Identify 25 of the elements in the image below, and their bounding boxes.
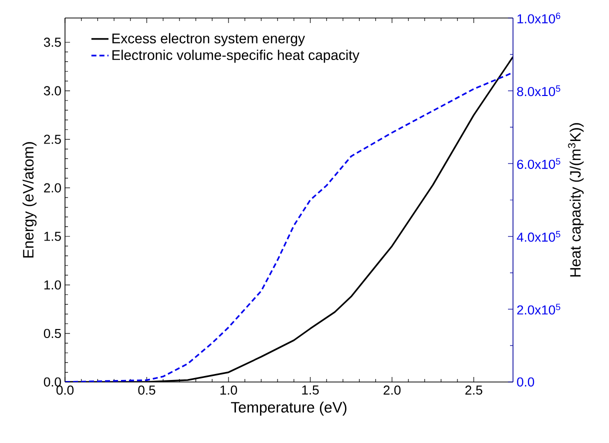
y-tick-label: 3.0 bbox=[44, 86, 61, 96]
y-tick-label: 2.0 bbox=[44, 183, 61, 192]
y-tick-label: 3.5 bbox=[44, 38, 61, 47]
y-tick-label: 0.5 bbox=[44, 328, 61, 338]
x-tick-label: 1.0 bbox=[220, 386, 238, 395]
y2-tick-label: 6.0x10$^{5}$ bbox=[517, 158, 560, 169]
y2-tick-label: 2.0x10$^{5}$ bbox=[517, 304, 560, 315]
y2-tick-label: 4.0x10$^{5}$ bbox=[516, 231, 560, 242]
y-tick-label: 1.5 bbox=[44, 232, 61, 241]
y-tick-label: 2.5 bbox=[44, 134, 61, 144]
x-tick-label: 2.5 bbox=[465, 386, 482, 395]
x-axis-title: Temperature (eV) bbox=[230, 402, 346, 416]
x-tick-label: 0.0 bbox=[56, 386, 74, 395]
x-tick-label: 1.5 bbox=[302, 386, 319, 395]
y2-axis-title: Heat capacity (J/(m$^{3}$K)) bbox=[568, 123, 584, 277]
y-tick-label: 1.0 bbox=[44, 280, 61, 290]
y2-tick-label: 0.0 bbox=[517, 377, 534, 387]
y2-tick-label: 8.0x10$^{5}$ bbox=[517, 85, 560, 96]
legend-label: Excess electron system energy bbox=[112, 33, 305, 46]
y-tick-label: 0.0 bbox=[44, 377, 61, 387]
y2-tick-label: 1.0x10$^{6}$ bbox=[518, 12, 560, 24]
y-axis-title: Energy (eV/atom) bbox=[22, 142, 37, 258]
x-tick-label: 0.5 bbox=[138, 386, 156, 395]
legend-label: Electronic volume-specific heat capacity bbox=[112, 50, 360, 63]
x-tick-label: 2.0 bbox=[384, 386, 401, 395]
